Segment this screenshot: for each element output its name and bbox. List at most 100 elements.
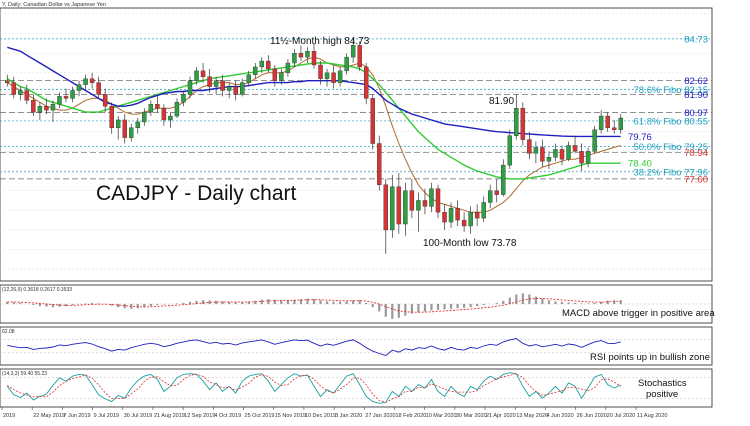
candle-body: [5, 80, 10, 83]
candle-body: [318, 64, 323, 79]
candle-body: [494, 190, 499, 195]
candle-body: [213, 80, 219, 87]
peak-annotation: 81.90: [489, 96, 514, 107]
stochastics-k-line: [6, 372, 621, 404]
candle-body: [187, 80, 193, 95]
level-label: 61.8% Fibo 80.55: [634, 116, 708, 127]
x-tick-label: 2019: [3, 413, 15, 419]
candle-body: [409, 190, 415, 211]
rsi-panel: 62.08 RSI points up in bullish zone: [0, 326, 713, 366]
x-tick-label: 30 Mar 2020: [456, 413, 487, 419]
x-tick-label: 22 May 2019: [33, 413, 65, 419]
macd-annotation: MACD above trigger in positive area: [562, 308, 715, 319]
chart-title: CADJPY - Daily chart: [96, 182, 296, 205]
candle-body: [611, 127, 617, 130]
candle-body: [422, 200, 428, 207]
rsi-header: 62.08: [2, 329, 15, 335]
level-label: 38.2% Fibo 77.96: [634, 167, 708, 178]
stochastics-panel-frame: [0, 368, 713, 408]
macd-panel: (12,26,9) 0.3618 0.2617 0.3533 MACD abov…: [0, 284, 715, 324]
candle-body: [246, 74, 251, 83]
candle-body: [546, 157, 552, 162]
candle-body: [559, 149, 565, 160]
candle-body: [370, 98, 375, 144]
candle-body: [174, 102, 180, 117]
candle-body: [572, 145, 578, 152]
candle-body: [279, 72, 284, 81]
stochastics-series: [0, 372, 712, 404]
x-tick-label: 20 Jul 2020: [607, 413, 635, 419]
price-grid: [0, 13, 712, 270]
stochastics-annotation-line1: Stochastics: [638, 378, 687, 389]
candle-body: [383, 184, 389, 231]
candle-body: [155, 104, 160, 109]
candle-body: [220, 80, 225, 91]
price-panel: Y, Daily: Canadian Dollar vs Japanese Ye…: [0, 2, 713, 282]
x-tick-label: 4 Jun 2020: [546, 413, 573, 419]
x-tick-label: 26 Jun 2020: [577, 413, 607, 419]
candle-body: [200, 70, 206, 77]
candle-body: [540, 147, 545, 162]
level-label: 78.94: [684, 148, 708, 159]
candle-body: [50, 104, 56, 111]
candle-body: [83, 78, 88, 85]
rsi-annotation: RSI points up in bullish zone: [590, 352, 710, 363]
candle-body: [272, 68, 278, 81]
x-tick-label: 9 Jul 2019: [94, 413, 119, 419]
high-annotation: 11½-Month high 84.73: [270, 36, 370, 47]
candle-body: [579, 151, 584, 164]
x-tick-label: 4 Oct 2019: [214, 413, 241, 419]
candle-body: [11, 82, 17, 95]
candle-body: [89, 78, 95, 83]
x-tick-label: 10 Mar 2020: [426, 413, 457, 419]
candle-body: [285, 62, 291, 74]
candle-body: [148, 104, 154, 113]
candle-body: [566, 145, 571, 160]
symbol-header: Y, Daily: Canadian Dollar vs Japanese Ye…: [2, 2, 106, 8]
candle-body: [181, 94, 186, 103]
candle-body: [448, 208, 454, 223]
macd-signal-line: [7, 298, 621, 313]
candle-body: [168, 115, 173, 121]
sma-label: 79.76: [628, 132, 652, 143]
x-tick-label: 13 May 2020: [516, 413, 548, 419]
candle-body: [344, 56, 349, 72]
stochastics-annotation-line2: positive: [646, 389, 678, 400]
candle-body: [390, 186, 395, 231]
level-label: 82.62: [684, 76, 708, 87]
level-label: 78.6% Fibo 82.15: [634, 85, 708, 96]
candle-body: [435, 188, 441, 213]
candle-body: [161, 107, 167, 121]
x-tick-label: 7 Jun 2019: [63, 413, 90, 419]
candle-body: [403, 190, 408, 225]
candle-body: [520, 107, 526, 140]
candle-body: [63, 96, 69, 99]
candle-body: [553, 149, 558, 158]
candle-body: [527, 139, 532, 154]
candle-body: [331, 72, 336, 83]
candle-body: [70, 90, 75, 99]
candle-body: [292, 52, 297, 64]
candle-body: [266, 60, 271, 70]
candle-body: [585, 151, 591, 164]
rsi-line: [7, 338, 621, 357]
candle-body: [57, 96, 62, 105]
x-tick-label: 25 Oct 2019: [245, 413, 275, 419]
x-tick-label: 3 Jan 2020: [335, 413, 362, 419]
candle-body: [429, 188, 434, 207]
candle-body: [357, 45, 362, 68]
candle-body: [298, 52, 304, 58]
candle-body: [416, 200, 421, 211]
candle-body: [37, 106, 43, 113]
candle-body: [305, 51, 310, 58]
candle-body: [501, 164, 506, 195]
stochastics-panel: (14,3,3) 59.40 55.23 Stochastics positiv…: [0, 368, 713, 408]
price-panel-frame: [0, 7, 713, 282]
low-annotation: 100-Month low 73.78: [423, 238, 517, 249]
candle-body: [363, 66, 369, 99]
candle-body: [253, 66, 258, 75]
